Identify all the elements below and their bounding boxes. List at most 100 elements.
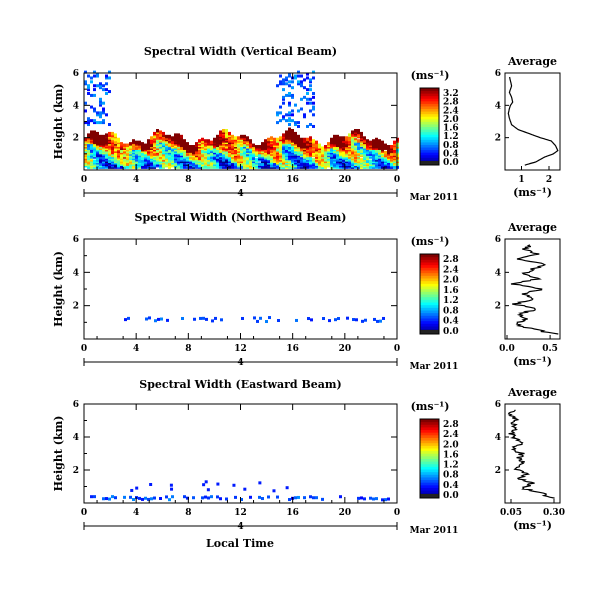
heatmap-cell — [87, 117, 90, 121]
y-tick-label: 4 — [73, 268, 79, 278]
colorbar-segment — [420, 129, 439, 133]
heatmap-cell — [369, 496, 372, 500]
heatmap-cell — [381, 498, 384, 502]
heatmap-cell — [213, 137, 216, 142]
average-x-tick-label: 0.05 — [500, 508, 522, 518]
heatmap-cell — [282, 95, 285, 99]
colorbar-tick-label: 2.4 — [443, 106, 459, 116]
plot-frame — [83, 238, 398, 340]
average-y-tick-label: 2 — [495, 466, 501, 476]
average-y-tick-label: 4 — [495, 101, 501, 111]
heatmap-cell — [297, 121, 300, 125]
heatmap-cell — [277, 319, 280, 323]
heatmap-cell — [303, 145, 306, 149]
heatmap-cell — [339, 152, 342, 156]
heatmap-cell — [102, 107, 105, 111]
heatmap-cell — [259, 316, 262, 320]
heatmap-cell — [366, 142, 369, 146]
heatmap-cell — [364, 318, 367, 322]
heatmap-cell — [102, 111, 105, 115]
heatmap-cell — [291, 129, 294, 133]
heatmap-cell — [384, 143, 387, 148]
colorbar-tick-label: 2.0 — [443, 115, 459, 125]
heatmap-cell — [285, 145, 288, 149]
colorbar — [419, 87, 440, 166]
heatmap-cell — [312, 70, 315, 74]
colorbar — [419, 253, 440, 335]
colorbar-tick-label: 1.6 — [443, 286, 459, 296]
heatmap-cell — [147, 139, 150, 143]
heatmap-cell — [285, 76, 288, 80]
heatmap-cell — [87, 123, 90, 127]
average-line — [510, 244, 559, 335]
colorbar-tick-label: 0.8 — [443, 306, 459, 316]
heatmap-cell — [288, 117, 291, 121]
heatmap-cell — [204, 139, 207, 143]
heatmap-cell — [207, 496, 210, 500]
heatmap-cell — [309, 101, 312, 105]
heatmap-cell — [390, 145, 393, 149]
heatmap-cell — [99, 142, 102, 146]
colorbar-segment — [420, 330, 439, 334]
colorbar-segment — [420, 275, 439, 279]
heatmap-cell — [312, 113, 315, 117]
colorbar-segment — [420, 139, 439, 143]
heatmap-cell — [105, 133, 108, 137]
heatmap-cell — [312, 139, 315, 143]
panel-2: Spectral Width (Northward Beam) Height (k… — [52, 211, 561, 372]
heatmap-cell — [306, 101, 309, 105]
heatmap-cell — [249, 139, 252, 143]
heatmap-cell — [369, 159, 372, 164]
heatmap-cell — [378, 139, 381, 143]
heatmap-cell — [312, 105, 315, 109]
heatmap-cell — [90, 130, 93, 134]
average-y-tick-label: 6 — [495, 69, 501, 79]
colorbar-segment — [420, 461, 439, 465]
heatmap-cell — [300, 107, 303, 111]
heatmap-cell — [300, 137, 303, 142]
heatmap-cell — [333, 134, 336, 139]
heatmap-cell — [345, 140, 348, 145]
colorbar-tick-label: 1.2 — [443, 296, 459, 306]
heatmap-cell — [366, 139, 369, 143]
heatmap-cell — [117, 152, 120, 156]
heatmap-cell — [282, 117, 285, 121]
average-x-tick-label: 0.30 — [543, 508, 565, 518]
colorbar-segment — [420, 426, 439, 431]
heatmap-cell — [363, 136, 366, 140]
heatmap-cell — [276, 111, 279, 115]
heatmap-cell — [279, 111, 282, 115]
heatmap-cell — [288, 74, 291, 78]
heatmap-cell — [306, 137, 309, 142]
heatmap-cell — [315, 496, 318, 500]
heatmap-cell — [181, 316, 184, 320]
heatmap-cell — [357, 139, 360, 143]
colorbar-segment — [420, 136, 439, 140]
heatmap-cell — [267, 147, 270, 152]
colorbar-tick-label: 3.2 — [443, 89, 459, 99]
heatmap-cell — [220, 318, 223, 322]
heatmap-cell — [282, 133, 285, 137]
heatmap-cell — [360, 158, 363, 162]
average-title: Average — [507, 221, 557, 234]
heatmap-cell — [219, 159, 222, 164]
colorbar-segment — [420, 161, 439, 165]
heatmap-cell — [309, 84, 312, 88]
colorbar-segment — [420, 283, 439, 287]
heatmap-cell — [303, 137, 306, 142]
heatmap-cell — [93, 121, 96, 125]
heatmap-cell — [87, 84, 90, 88]
heatmap-cell — [378, 149, 381, 153]
colorbar-segment — [420, 93, 439, 97]
heatmap-cell — [135, 146, 138, 150]
colorbar-segment — [420, 294, 439, 298]
colorbar-segment — [420, 442, 439, 446]
heatmap-cell — [258, 162, 261, 166]
heatmap-cell — [357, 496, 360, 500]
heatmap-cell — [312, 76, 315, 80]
average-unit: (ms⁻¹) — [513, 355, 552, 368]
heatmap-cell — [249, 495, 252, 499]
average-frame — [504, 72, 561, 171]
heatmap-cell — [150, 143, 153, 148]
average-y-tick-label: 4 — [495, 433, 501, 443]
